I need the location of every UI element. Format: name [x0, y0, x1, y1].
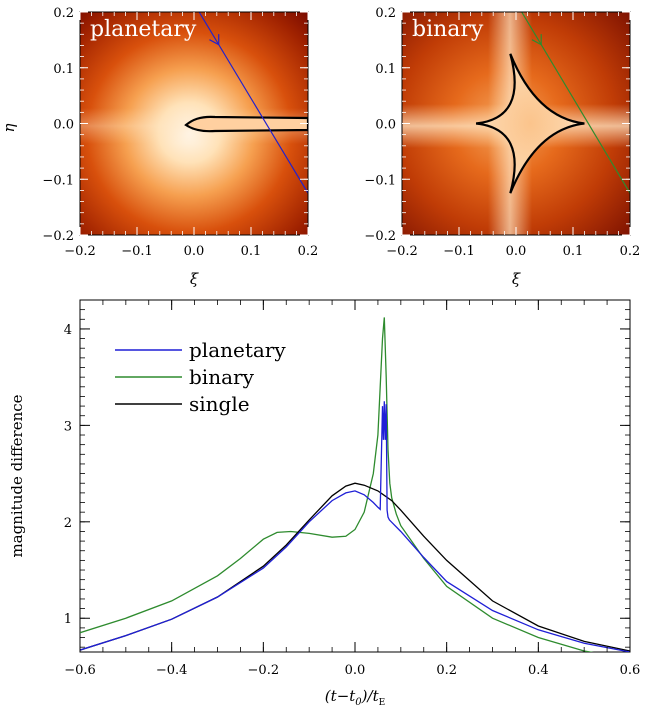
y-tick-label: −0.2 — [42, 229, 74, 244]
legend-label-binary: binary — [189, 365, 255, 389]
heatmap-planetary — [80, 12, 308, 235]
y-tick-label: −0.1 — [42, 173, 74, 188]
x-tick-label: 0.2 — [298, 244, 319, 259]
x-tick-label: 0.1 — [241, 244, 262, 259]
panel-title: planetary — [90, 17, 197, 42]
x-tick-label: −0.4 — [156, 663, 188, 678]
series-line-planetary — [80, 401, 630, 652]
x-tick-label: 0.1 — [563, 244, 584, 259]
series-line-binary — [80, 317, 594, 652]
y-tick-label: 2 — [64, 516, 72, 531]
x-tick-label: 0.0 — [506, 244, 527, 259]
trajectory-arrow-icon — [209, 34, 220, 46]
x-tick-label: −0.1 — [443, 244, 475, 259]
series-lines — [80, 317, 630, 652]
y-tick-label: 0.2 — [53, 6, 74, 21]
x-tick-label: 0.6 — [620, 663, 641, 678]
panel-lightcurve: −0.6 −0.4 −0.2 0.0 0.2 0.4 0.6 1 2 3 4 planetary bi… — [8, 299, 641, 708]
y-tick-label: 3 — [64, 419, 72, 434]
y-tick-label: 0.1 — [375, 62, 396, 77]
heatmap-binary — [402, 12, 630, 235]
x-axis-label: ξ — [190, 270, 199, 288]
x-tick-label: 0.0 — [184, 244, 205, 259]
x-axis-label: ξ — [512, 270, 521, 288]
x-tick-label: −0.2 — [248, 663, 280, 678]
x-tick-label: 0.2 — [620, 244, 641, 259]
x-tick-label: −0.2 — [64, 244, 96, 259]
panel-planetary: planetary −0.2−0.2 −0.1 −0.1 0.0 0.0 0.1 0.1 0.… — [0, 6, 318, 288]
x-axis-label: (t−t0)/tE — [325, 687, 385, 708]
axis-ticks: −0.2−0.2 −0.1 −0.1 0.0 0.0 0.1 0.1 0.2 0.2 — [42, 6, 318, 259]
panel-title: binary — [412, 17, 484, 42]
y-tick-label: 4 — [64, 323, 72, 338]
source-trajectory — [198, 12, 308, 194]
plot-frame — [79, 299, 631, 653]
caustic-curve — [475, 53, 585, 194]
x-tick-label: 0.0 — [345, 663, 366, 678]
x-tick-label: 0.2 — [436, 663, 457, 678]
y-axis-label: magnitude difference — [8, 394, 26, 557]
legend-label-single: single — [189, 392, 250, 416]
legend: planetary binary single — [115, 338, 286, 416]
legend-label-planetary: planetary — [189, 338, 286, 362]
y-tick-label: 0.0 — [375, 118, 396, 133]
caustic-curve — [184, 115, 308, 133]
y-tick-label: 0.1 — [53, 62, 74, 77]
y-tick-label: 0.2 — [375, 6, 396, 21]
x-tick-label: −0.6 — [64, 663, 96, 678]
panel-binary: binary −0.2−0.2 −0.1 −0.1 0.0 0.0 0.1 0.1 0.2 0.… — [364, 6, 640, 288]
x-tick-label: −0.2 — [386, 244, 418, 259]
y-tick-label: 0.0 — [53, 118, 74, 133]
x-tick-label: −0.1 — [121, 244, 153, 259]
y-tick-label: −0.1 — [364, 173, 396, 188]
y-axis-label: η — [0, 124, 18, 133]
axis-ticks: −0.2−0.2 −0.1 −0.1 0.0 0.0 0.1 0.1 0.2 0.2 — [364, 6, 640, 259]
trajectory-arrow-icon — [531, 34, 542, 46]
source-trajectory — [521, 12, 630, 194]
axis-ticks: −0.6 −0.4 −0.2 0.0 0.2 0.4 0.6 1 2 3 4 — [64, 300, 641, 678]
x-tick-label: 0.4 — [528, 663, 549, 678]
y-tick-label: 1 — [64, 612, 72, 627]
y-tick-label: −0.2 — [364, 229, 396, 244]
